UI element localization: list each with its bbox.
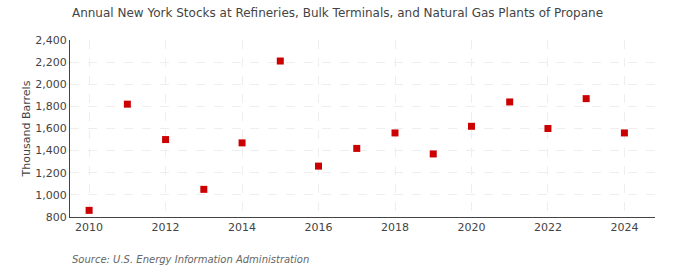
svg-text:2016: 2016 xyxy=(305,221,333,234)
svg-text:2,400: 2,400 xyxy=(35,34,67,47)
svg-text:1,600: 1,600 xyxy=(35,122,67,135)
svg-text:2022: 2022 xyxy=(534,221,562,234)
svg-text:Source: U.S. Energy Informatio: Source: U.S. Energy Information Administ… xyxy=(72,254,309,265)
svg-text:800: 800 xyxy=(46,211,67,224)
svg-text:2010: 2010 xyxy=(75,221,103,234)
svg-text:2014: 2014 xyxy=(228,221,256,234)
svg-text:1,400: 1,400 xyxy=(35,144,67,157)
svg-text:2,000: 2,000 xyxy=(35,78,67,91)
svg-text:2012: 2012 xyxy=(152,221,180,234)
svg-text:2,200: 2,200 xyxy=(35,56,67,69)
svg-text:2018: 2018 xyxy=(381,221,409,234)
svg-text:1,200: 1,200 xyxy=(35,167,67,180)
svg-text:2020: 2020 xyxy=(457,221,485,234)
svg-text:1,800: 1,800 xyxy=(35,100,67,113)
svg-text:2024: 2024 xyxy=(610,221,638,234)
svg-text:Thousand Barrels: Thousand Barrels xyxy=(20,80,33,177)
svg-text:1,000: 1,000 xyxy=(35,189,67,202)
svg-text:Annual New York Stocks at Refi: Annual New York Stocks at Refineries, Bu… xyxy=(72,6,603,20)
